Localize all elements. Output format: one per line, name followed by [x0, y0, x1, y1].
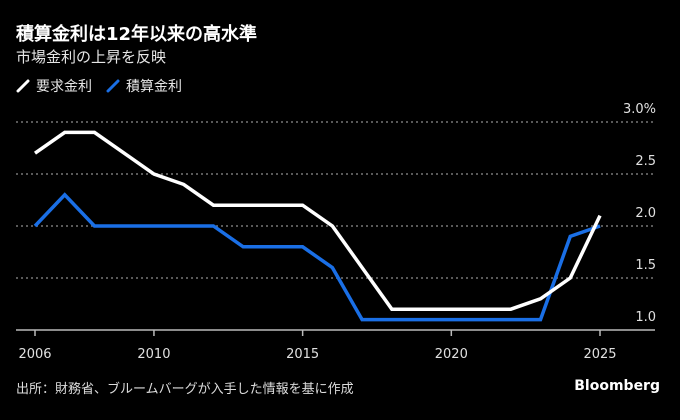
series-accumulated-rate — [33, 192, 601, 322]
x-tick-label: 2010 — [137, 347, 170, 362]
y-tick-label: 1.0 — [635, 310, 656, 325]
x-tick-label: 2006 — [18, 347, 51, 362]
chart-subtitle: 市場金利の上昇を反映 — [16, 48, 167, 66]
series-line — [33, 192, 601, 322]
x-tick-label: 2015 — [286, 347, 319, 362]
legend-swatch-white-icon — [16, 79, 30, 93]
source-note: 出所：財務省、ブルームバーグが入手した情報を基に作成 — [16, 382, 354, 397]
legend: 要求金利 積算金利 — [16, 76, 196, 96]
x-tick-label: 2025 — [583, 347, 616, 362]
chart-title: 積算金利は12年以来の高水準 — [16, 24, 258, 45]
y-tick-label: 3.0% — [623, 102, 656, 117]
x-tick-label: 2020 — [435, 347, 468, 362]
y-tick-label: 2.5 — [635, 154, 656, 169]
y-tick-label: 1.5 — [635, 258, 656, 273]
y-tick-label: 2.0 — [635, 206, 656, 221]
legend-swatch-blue-icon — [106, 79, 120, 93]
legend-label: 積算金利 — [126, 79, 182, 95]
bloomberg-logo: Bloomberg — [574, 378, 660, 394]
series-line — [33, 130, 602, 311]
legend-item-required-rate: 要求金利 — [16, 76, 92, 96]
legend-label: 要求金利 — [36, 79, 92, 95]
series-required-rate — [33, 130, 602, 311]
legend-item-accumulated-rate: 積算金利 — [106, 76, 182, 96]
